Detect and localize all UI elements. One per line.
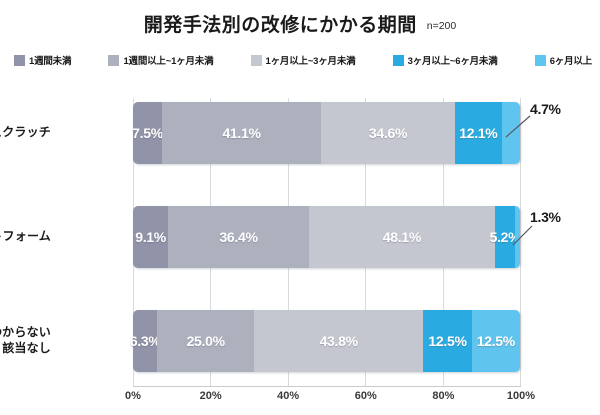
chart-legend: 1週間未満 1週間以上~1ヶ月未満 1ヶ月以上~3ヶ月未満 3ヶ月以上~6ヶ月未満 6ヶ… xyxy=(14,52,592,68)
bar-segment-value: 36.4% xyxy=(219,229,258,245)
bar-segment-value: 6.3% xyxy=(129,333,161,349)
bar-segment-1-2[interactable]: 48.1% xyxy=(308,206,495,268)
bar-segment-0-0[interactable]: 7.5% xyxy=(132,102,163,164)
bar-segment-1-0[interactable]: 9.1% xyxy=(133,206,169,268)
x-tick-100: 100% xyxy=(506,390,536,402)
bar-segment-value: 43.8% xyxy=(319,333,359,349)
legend-swatch-2-icon xyxy=(250,54,262,66)
legend-swatch-0-icon xyxy=(14,54,25,66)
x-tick-0: 0% xyxy=(125,390,141,402)
bar-segment-value: 12.5% xyxy=(476,333,516,349)
legend-label-2: 1ヶ月以上~3ヶ月未満 xyxy=(265,56,356,67)
bar-segment-value: 12.1% xyxy=(459,125,498,141)
bar-segment-1-1[interactable]: 36.4% xyxy=(168,206,309,268)
x-axis-line xyxy=(133,386,521,387)
legend-item-4[interactable]: 6ヶ月以上 xyxy=(534,53,592,67)
x-tick-80: 80% xyxy=(432,390,455,402)
category-label-line: フルスクラッチ xyxy=(0,125,51,139)
sample-size-annotation: n=200 xyxy=(426,20,457,32)
legend-label-4: 6ヶ月以上 xyxy=(549,56,592,67)
bar-segment-value: 12.5% xyxy=(428,333,467,349)
legend-swatch-3-icon xyxy=(392,54,404,66)
bar-segment-0-1[interactable]: 41.1% xyxy=(162,102,322,164)
category-label-unknown: わからない該当なし xyxy=(0,325,51,357)
callout-label-row1: 1.3% xyxy=(530,209,561,225)
x-tick-40: 40% xyxy=(277,390,300,402)
chart-header: 開発手法別の改修にかかる期間 n=200 xyxy=(0,10,600,37)
legend-item-1[interactable]: 1週間以上~1ヶ月未満 xyxy=(108,53,214,67)
bar-segment-value: 41.1% xyxy=(222,125,261,141)
legend-label-3: 3ヶ月以上~6ヶ月未満 xyxy=(407,56,498,67)
callout-label-row0: 4.7% xyxy=(530,101,561,117)
bar-segment-value: 9.1% xyxy=(135,229,166,245)
bar-segment-2-1[interactable]: 25.0% xyxy=(157,310,254,372)
bar-segment-2-0[interactable]: 6.3% xyxy=(130,310,161,372)
bar-row[interactable]: 7.5% 41.1% 34.6% 12.1% xyxy=(132,102,520,164)
x-tick-20: 20% xyxy=(199,390,222,402)
bar-segment-1-3[interactable]: 5.2% xyxy=(490,206,521,268)
legend-item-2[interactable]: 1ヶ月以上~3ヶ月未満 xyxy=(250,53,356,67)
bar-row[interactable]: 6.3% 25.0% 43.8% 12.5% 12.5% xyxy=(130,310,520,372)
legend-item-0[interactable]: 1週間未満 xyxy=(14,53,71,67)
bar-segment-value: 7.5% xyxy=(132,125,163,141)
bar-segment-value: 48.1% xyxy=(382,229,422,245)
bar-segment-1-4[interactable] xyxy=(514,206,520,268)
bar-segment-2-2[interactable]: 43.8% xyxy=(254,310,424,372)
bar-segment-value: 25.0% xyxy=(186,333,226,349)
bar-segment-2-4[interactable]: 12.5% xyxy=(471,310,520,372)
category-label-line: わからない xyxy=(0,325,51,339)
bar-segment-0-2[interactable]: 34.6% xyxy=(321,102,455,164)
category-label-fullscratch: フルスクラッチ xyxy=(0,125,51,141)
category-label-platform: プラットフォーム xyxy=(0,229,51,245)
legend-item-3[interactable]: 3ヶ月以上~6ヶ月未満 xyxy=(392,53,498,67)
page-title: 開発手法別の改修にかかる期間 xyxy=(143,15,417,36)
bar-segment-2-3[interactable]: 12.5% xyxy=(423,310,472,372)
x-axis-tick-labels: 0% 20% 40% 60% 80% 100% xyxy=(125,390,535,406)
bar-row[interactable]: 9.1% 36.4% 48.1% 5.2% xyxy=(133,206,521,268)
category-label-line: プラットフォーム xyxy=(0,229,51,243)
category-label-line: 該当なし xyxy=(2,340,51,355)
legend-swatch-1-icon xyxy=(108,54,120,66)
plot-area: 7.5% 41.1% 34.6% 12.1% 9.1% 36.4% 48.1% 5.2% 6.3… xyxy=(130,98,521,386)
bar-segment-0-4[interactable] xyxy=(501,102,520,164)
legend-label-1: 1週間以上~1ヶ月未満 xyxy=(123,56,214,67)
x-tick-60: 60% xyxy=(354,390,377,402)
bar-segment-0-3[interactable]: 12.1% xyxy=(454,102,502,164)
bar-segment-value: 34.6% xyxy=(368,125,408,141)
legend-label-0: 1週間未満 xyxy=(29,56,72,67)
legend-swatch-4-icon xyxy=(534,54,546,66)
